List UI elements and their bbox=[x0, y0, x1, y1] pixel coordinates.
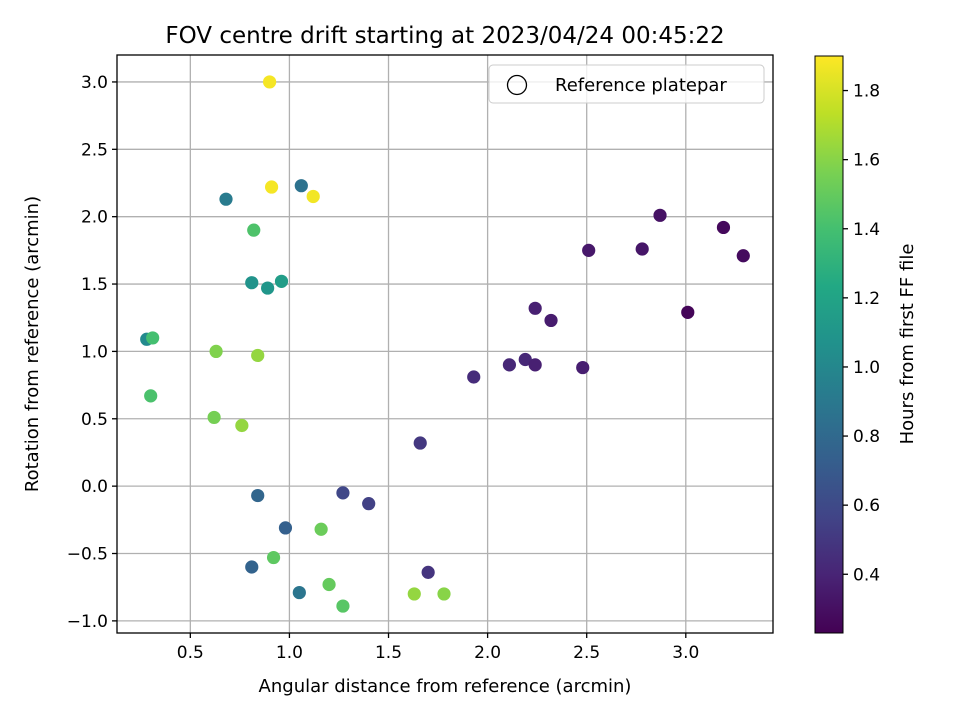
scatter-point bbox=[261, 281, 275, 295]
y-axis-label: Rotation from reference (arcmin) bbox=[22, 196, 43, 492]
legend-box bbox=[488, 64, 765, 104]
y-tick-label: 1.0 bbox=[81, 342, 108, 362]
scatter-point bbox=[292, 585, 306, 600]
colorbar-ticks: 0.4 0.6 0.8 1.0 1.2 1.4 1.6 1.8 bbox=[843, 82, 880, 585]
legend-entry-label: Reference platepar bbox=[555, 75, 727, 96]
x-axis-label: Angular distance from reference (arcmin) bbox=[259, 676, 632, 697]
scatter-point bbox=[278, 521, 293, 535]
colorbar-tick-label: 1.0 bbox=[853, 358, 880, 378]
scatter-point bbox=[314, 522, 328, 536]
scatter-point bbox=[245, 560, 259, 574]
scatter-point bbox=[235, 418, 249, 433]
x-tick-label: 2.5 bbox=[573, 643, 600, 663]
scatter-point bbox=[146, 331, 160, 345]
x-tick-label: 3.0 bbox=[672, 643, 699, 663]
scatter-point bbox=[245, 276, 259, 290]
y-tick-label: 1.5 bbox=[81, 275, 108, 295]
scatter-point bbox=[716, 220, 731, 235]
y-tick-label: 2.5 bbox=[81, 140, 108, 160]
scatter-point bbox=[251, 488, 265, 503]
scatter-point bbox=[251, 348, 265, 363]
chart-title: FOV centre drift starting at 2023/04/24 … bbox=[165, 23, 724, 49]
scatter-point bbox=[653, 208, 667, 222]
scatter-point bbox=[502, 358, 517, 372]
scatter-point bbox=[336, 599, 350, 613]
scatter-point bbox=[294, 179, 308, 193]
colorbar-tick-label: 1.6 bbox=[853, 151, 880, 171]
colorbar-tick-label: 0.6 bbox=[853, 496, 880, 516]
y-tick-label: 3.0 bbox=[81, 73, 108, 93]
scatter-point bbox=[582, 243, 596, 257]
scatter-point bbox=[362, 497, 376, 511]
scatter-point bbox=[322, 577, 336, 592]
x-tick-label: 2.0 bbox=[474, 643, 501, 663]
legend: Reference platepar bbox=[488, 64, 765, 104]
colorbar-tick-label: 1.8 bbox=[853, 82, 880, 102]
x-tick-label: 0.5 bbox=[177, 643, 204, 663]
colorbar-tick-label: 0.8 bbox=[853, 427, 880, 447]
scatter-point bbox=[437, 587, 451, 601]
scatter-point bbox=[528, 301, 542, 315]
colorbar-tick-label: 1.2 bbox=[853, 289, 880, 309]
x-gridlines bbox=[189, 55, 687, 633]
scatter-point bbox=[207, 410, 221, 425]
scatter-point bbox=[219, 192, 233, 206]
colorbar-gradient bbox=[814, 55, 844, 634]
scatter-point bbox=[263, 75, 277, 89]
y-tick-label: −1.0 bbox=[67, 612, 108, 632]
scatter-point bbox=[467, 370, 481, 384]
legend-marker-open-circle-icon bbox=[506, 74, 528, 96]
scatter-point bbox=[306, 189, 320, 204]
scatter-point bbox=[266, 550, 281, 565]
scatter-point bbox=[681, 305, 695, 319]
colorbar-tick-label: 0.4 bbox=[853, 565, 880, 585]
scatter-point bbox=[144, 389, 158, 403]
colorbar-label: Hours from first FF file bbox=[897, 244, 918, 445]
y-tick-label: 2.0 bbox=[81, 208, 108, 228]
plot-area: 0.5 1.0 1.5 2.0 2.5 3.0 −1.0 −0.5 0.0 0.5 1.0 1.5 2… bbox=[67, 54, 774, 663]
x-ticks: 0.5 1.0 1.5 2.0 2.5 3.0 bbox=[177, 633, 699, 663]
scatter-point bbox=[336, 486, 350, 500]
scatter-point bbox=[736, 249, 750, 263]
scatter-point bbox=[413, 436, 427, 450]
colorbar: 0.4 0.6 0.8 1.0 1.2 1.4 1.6 1.8 Hours from firs… bbox=[814, 55, 918, 634]
y-tick-label: 0.5 bbox=[81, 410, 108, 430]
scatter-point bbox=[264, 180, 279, 194]
scatter-point bbox=[274, 274, 289, 288]
scatter-point bbox=[576, 360, 590, 375]
scatter-point bbox=[635, 242, 649, 256]
x-tick-label: 1.5 bbox=[375, 643, 402, 663]
y-ticks: −1.0 −0.5 0.0 0.5 1.0 1.5 2.0 2.5 3.0 bbox=[67, 73, 117, 632]
scatter-point bbox=[518, 352, 532, 367]
y-tick-label: −0.5 bbox=[67, 545, 108, 565]
scatter-point bbox=[407, 587, 421, 601]
scatter-point bbox=[528, 358, 542, 372]
scatter-point bbox=[421, 565, 435, 579]
scatter-points bbox=[140, 75, 750, 613]
scatter-point bbox=[209, 344, 223, 359]
x-tick-label: 1.0 bbox=[276, 643, 303, 663]
scatter-point bbox=[247, 223, 261, 237]
plot-frame bbox=[116, 54, 774, 634]
y-tick-label: 0.0 bbox=[81, 477, 108, 497]
scatter-point bbox=[544, 313, 558, 328]
colorbar-tick-label: 1.4 bbox=[853, 220, 880, 240]
